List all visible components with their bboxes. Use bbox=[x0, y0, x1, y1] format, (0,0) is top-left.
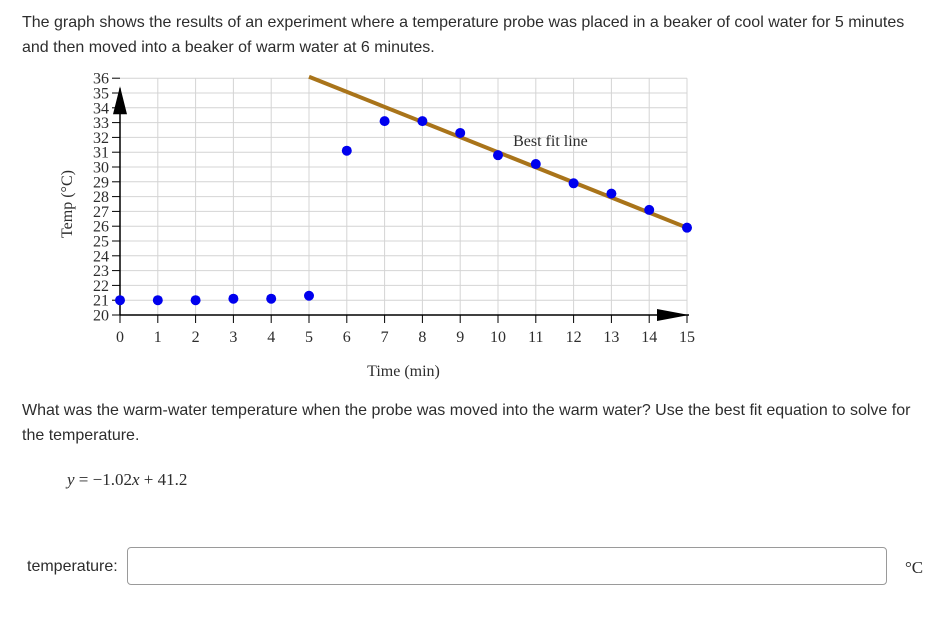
data-point bbox=[493, 150, 503, 161]
data-point bbox=[341, 145, 352, 156]
x-tick-label: 7 bbox=[381, 329, 389, 346]
y-axis-label: Temp (°C) bbox=[59, 170, 76, 238]
y-tick-label: 22 bbox=[93, 278, 109, 295]
data-point bbox=[115, 295, 125, 306]
question-text: What was the warm-water temperature when… bbox=[22, 402, 911, 444]
data-point bbox=[568, 178, 579, 189]
x-tick-label: 2 bbox=[192, 329, 200, 346]
temperature-label: temperature: bbox=[27, 558, 118, 575]
x-tick-label: 14 bbox=[641, 329, 657, 346]
chart-axes bbox=[113, 86, 689, 321]
y-tick-label: 23 bbox=[93, 263, 109, 280]
x-tick-label: 5 bbox=[305, 329, 313, 346]
x-tick-label: 13 bbox=[603, 329, 619, 346]
temperature-input[interactable] bbox=[127, 547, 887, 585]
equation-y: y bbox=[67, 470, 75, 489]
equation-intercept: + 41.2 bbox=[139, 470, 188, 489]
y-axis-arrow bbox=[113, 86, 127, 115]
x-tick-label: 10 bbox=[490, 329, 506, 346]
y-tick-label: 28 bbox=[93, 189, 109, 206]
y-tick-label: 33 bbox=[93, 115, 109, 132]
data-point bbox=[152, 295, 163, 306]
data-point bbox=[530, 159, 541, 170]
x-tick-label: 6 bbox=[343, 329, 351, 346]
x-tick-label: 15 bbox=[679, 329, 695, 346]
best-fit-equation: y = −1.02x + 41.2 bbox=[67, 470, 187, 490]
y-tick-label: 32 bbox=[93, 130, 109, 147]
y-tick-label: 20 bbox=[93, 308, 109, 325]
y-tick-label: 27 bbox=[93, 204, 109, 221]
x-tick-label: 11 bbox=[528, 329, 543, 346]
x-tick-label: 12 bbox=[566, 329, 582, 346]
data-point bbox=[682, 222, 692, 233]
x-tick-label: 0 bbox=[116, 329, 124, 346]
data-point bbox=[417, 116, 428, 127]
x-tick-label: 3 bbox=[229, 329, 237, 346]
y-tick-label: 31 bbox=[93, 145, 109, 162]
y-tick-label: 21 bbox=[93, 293, 109, 310]
data-point bbox=[304, 290, 314, 301]
x-axis-ticks: 0 1 2 3 4 5 6 7 8 9 10 11 12 13 14 15 bbox=[116, 315, 695, 346]
y-tick-label: 30 bbox=[93, 160, 109, 177]
y-tick-label: 29 bbox=[93, 174, 109, 191]
data-point bbox=[266, 293, 277, 304]
y-tick-label: 26 bbox=[93, 219, 109, 236]
x-tick-label: 9 bbox=[456, 329, 464, 346]
data-point bbox=[455, 127, 466, 138]
x-tick-label: 8 bbox=[418, 329, 426, 346]
x-axis-arrow bbox=[657, 309, 689, 321]
intro-text: The graph shows the results of an experi… bbox=[22, 14, 905, 56]
best-fit-label: Best fit line bbox=[513, 133, 588, 150]
data-point bbox=[228, 293, 239, 304]
data-point bbox=[379, 116, 390, 127]
data-point bbox=[190, 295, 201, 306]
x-axis-label: Time (min) bbox=[367, 363, 440, 380]
y-tick-label: 24 bbox=[93, 248, 109, 265]
equation-x: x bbox=[131, 470, 140, 489]
temperature-unit: °C bbox=[905, 558, 924, 577]
y-tick-label: 34 bbox=[93, 100, 109, 117]
y-tick-label: 25 bbox=[93, 234, 109, 251]
data-point bbox=[644, 204, 655, 215]
data-points bbox=[115, 116, 692, 306]
x-tick-label: 4 bbox=[267, 329, 275, 346]
y-tick-label: 36 bbox=[93, 71, 109, 88]
y-tick-label: 35 bbox=[93, 86, 109, 103]
equation-slope: = −1.02 bbox=[74, 470, 132, 489]
x-tick-label: 1 bbox=[154, 329, 162, 346]
data-point bbox=[606, 188, 617, 199]
